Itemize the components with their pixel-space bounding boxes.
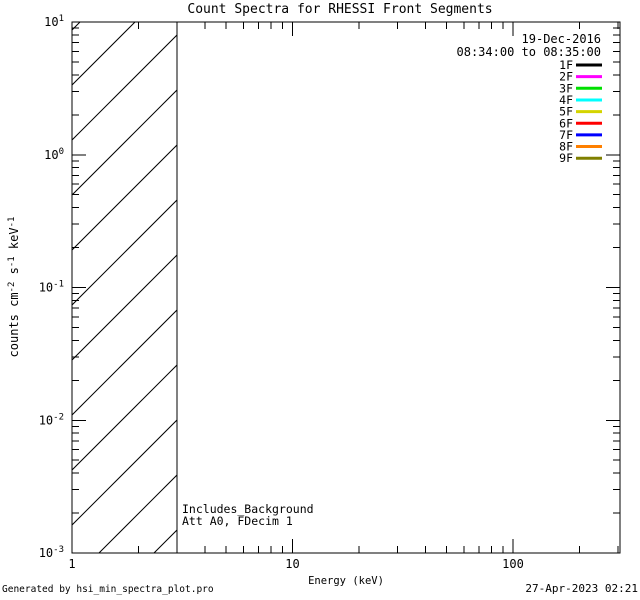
footer-generated-by: Generated by hsi_min_spectra_plot.pro	[2, 584, 214, 595]
y-axis-label: counts cm-2 s-1 keV-1	[7, 217, 21, 358]
hatch-line	[72, 364, 178, 471]
x-tick-label: 100	[502, 557, 524, 571]
plot-border	[71, 21, 621, 554]
hatch-line	[72, 419, 178, 526]
hatch-line	[72, 89, 178, 196]
axis-ticks	[71, 21, 620, 554]
hatch-line	[209, 22, 640, 553]
legend-entry-label: 9F	[559, 151, 573, 165]
x-axis-tick-labels: 1 10 100	[68, 557, 523, 571]
annotation-attenuator: Att A0, FDecim 1	[182, 514, 293, 528]
legend-date: 19-Dec-2016	[522, 32, 601, 46]
legend-entry: 1F	[559, 58, 602, 72]
x-tick-label: 10	[285, 557, 299, 571]
legend: 19-Dec-2016 08:34:00 to 08:35:00 1F2F3F4…	[457, 32, 602, 165]
legend-entry: 2F	[559, 70, 602, 84]
y-tick-label: 101	[44, 14, 64, 29]
hatch-line	[72, 254, 178, 361]
legend-entry-label: 3F	[559, 81, 573, 95]
y-tick-label: 100	[44, 147, 64, 162]
footer-timestamp: 27-Apr-2023 02:21	[525, 582, 638, 595]
legend-entry: 7F	[559, 128, 602, 142]
x-axis-label: Energy (keV)	[308, 575, 384, 587]
legend-entry-label: 8F	[559, 140, 573, 154]
legend-entry-label: 2F	[559, 70, 573, 84]
legend-entry: 9F	[559, 151, 602, 165]
annotation-includes-background: Includes_Background	[182, 502, 314, 516]
legend-entry: 4F	[559, 93, 602, 107]
x-tick-label: 1	[68, 557, 75, 571]
legend-entry: 8F	[559, 140, 602, 154]
hatch-line	[72, 34, 178, 141]
legend-time-range: 08:34:00 to 08:35:00	[457, 45, 602, 59]
legend-entry: 6F	[559, 116, 602, 130]
hatch-line	[72, 199, 178, 306]
plot-title: Count Spectra for RHESSI Front Segments	[187, 2, 492, 17]
legend-entry-label: 1F	[559, 58, 573, 72]
legend-entry: 3F	[559, 81, 602, 95]
hatch-lines	[72, 22, 640, 553]
legend-entry-label: 4F	[559, 93, 573, 107]
hatch-line	[98, 474, 178, 553]
y-tick-label: 10-2	[39, 412, 64, 427]
y-axis-tick-labels: 101 100 10-1 10-2 10-3	[39, 14, 64, 560]
hatch-line	[72, 309, 178, 416]
hatched-region	[72, 22, 640, 553]
legend-entry: 5F	[559, 105, 602, 119]
y-tick-label: 10-1	[39, 280, 64, 295]
legend-entry-label: 6F	[559, 116, 573, 130]
legend-entry-label: 5F	[559, 105, 573, 119]
y-tick-label: 10-3	[39, 545, 64, 560]
hatch-line	[72, 22, 136, 86]
legend-entry-label: 7F	[559, 128, 573, 142]
